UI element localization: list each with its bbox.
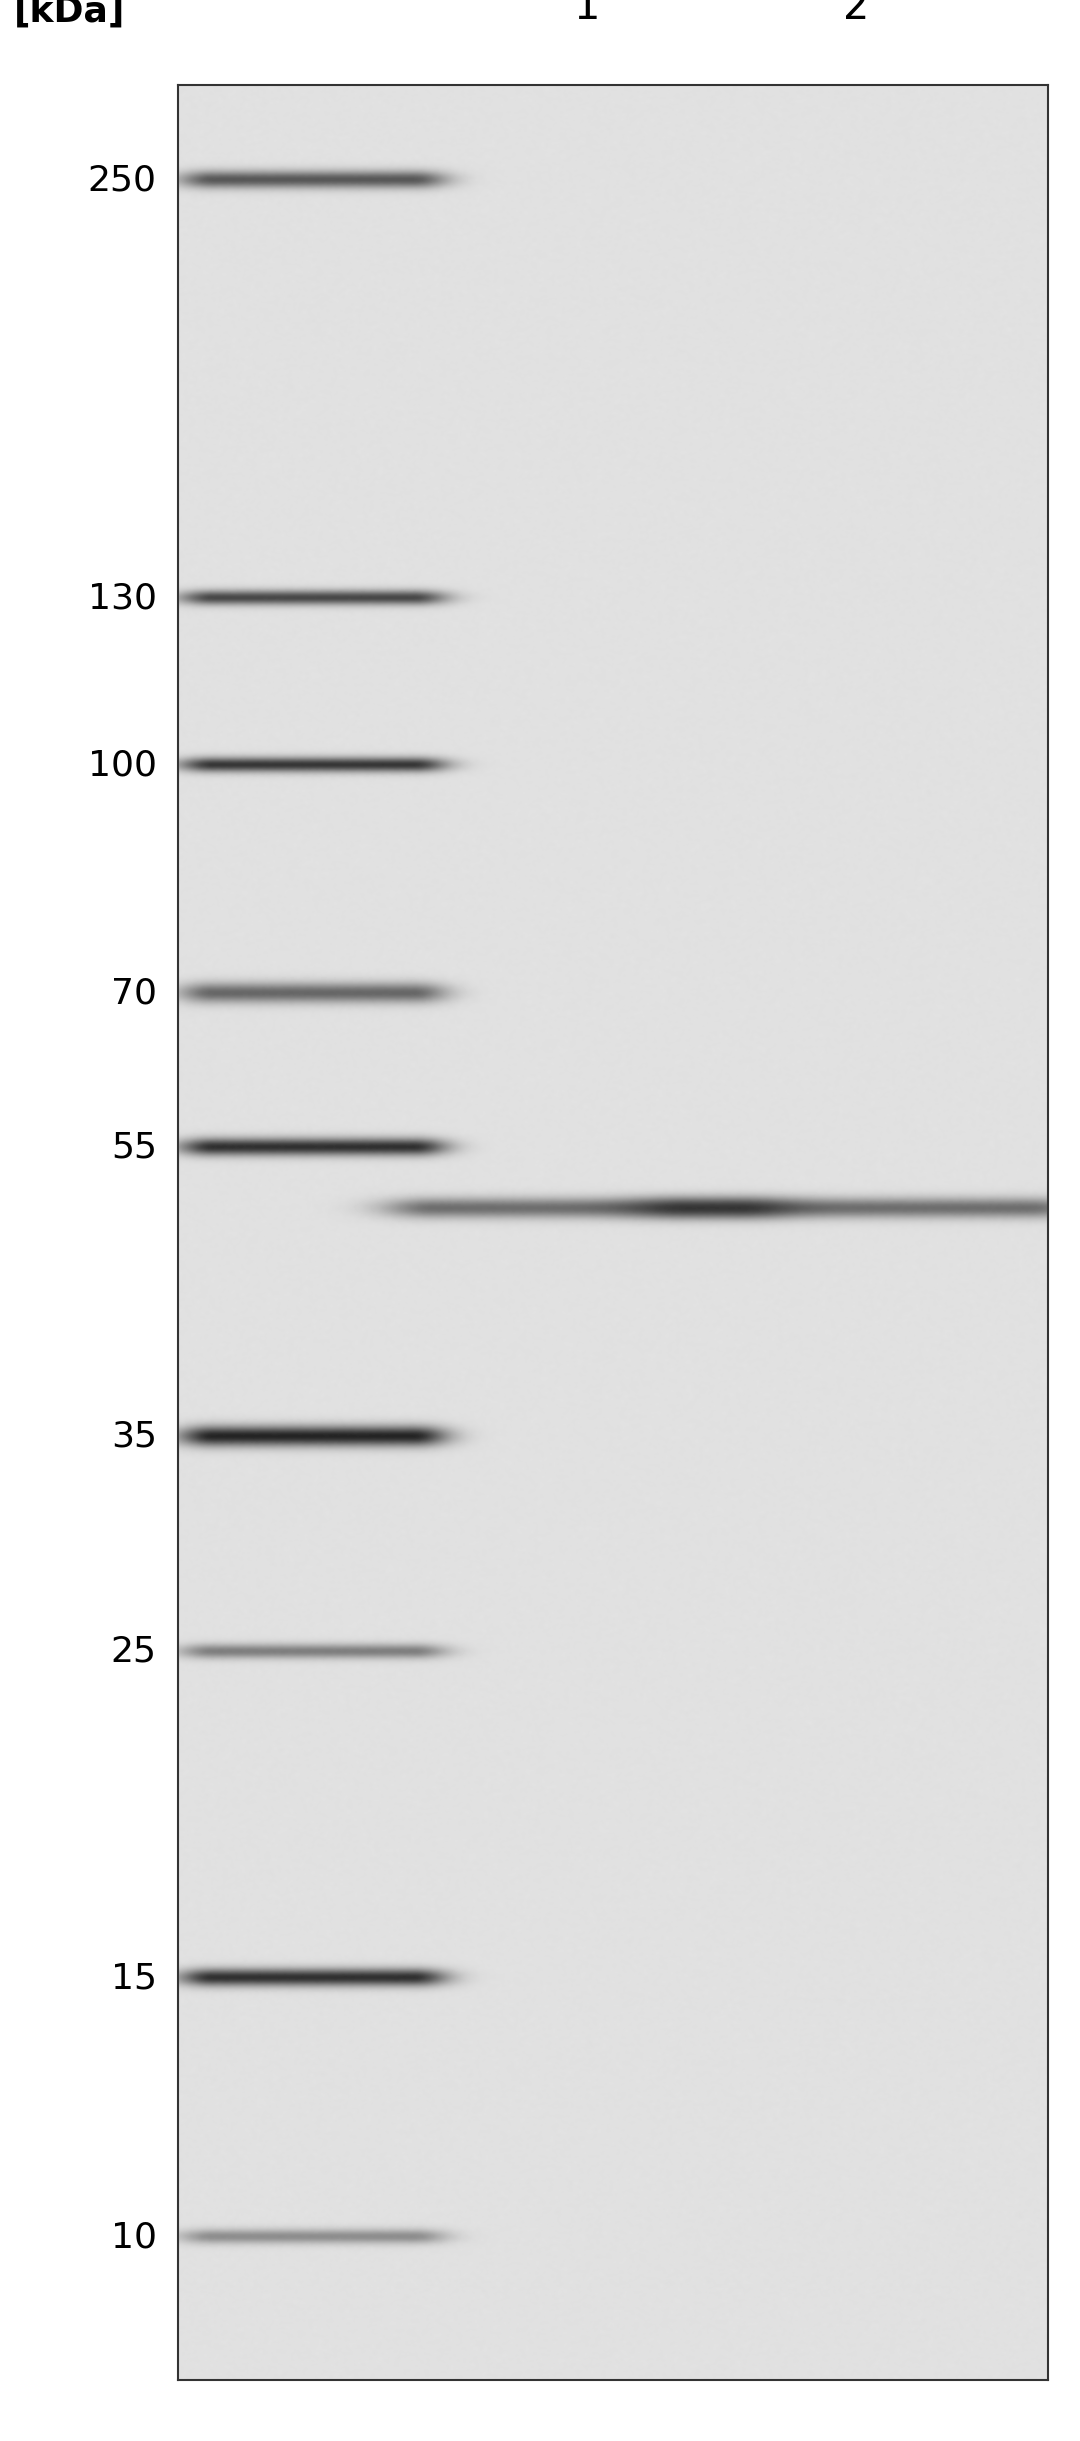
Text: 25: 25: [111, 1635, 157, 1670]
Text: 1: 1: [573, 0, 600, 27]
Text: 70: 70: [111, 976, 157, 1011]
Text: 35: 35: [111, 1421, 157, 1455]
Text: 100: 100: [87, 749, 157, 784]
Text: 2: 2: [843, 0, 869, 27]
Text: 10: 10: [111, 2221, 157, 2255]
Text: 250: 250: [87, 164, 157, 198]
Text: 15: 15: [111, 1960, 157, 1994]
Text: 55: 55: [111, 1130, 157, 1164]
Text: [kDa]: [kDa]: [14, 0, 125, 27]
Text: 130: 130: [87, 581, 157, 615]
